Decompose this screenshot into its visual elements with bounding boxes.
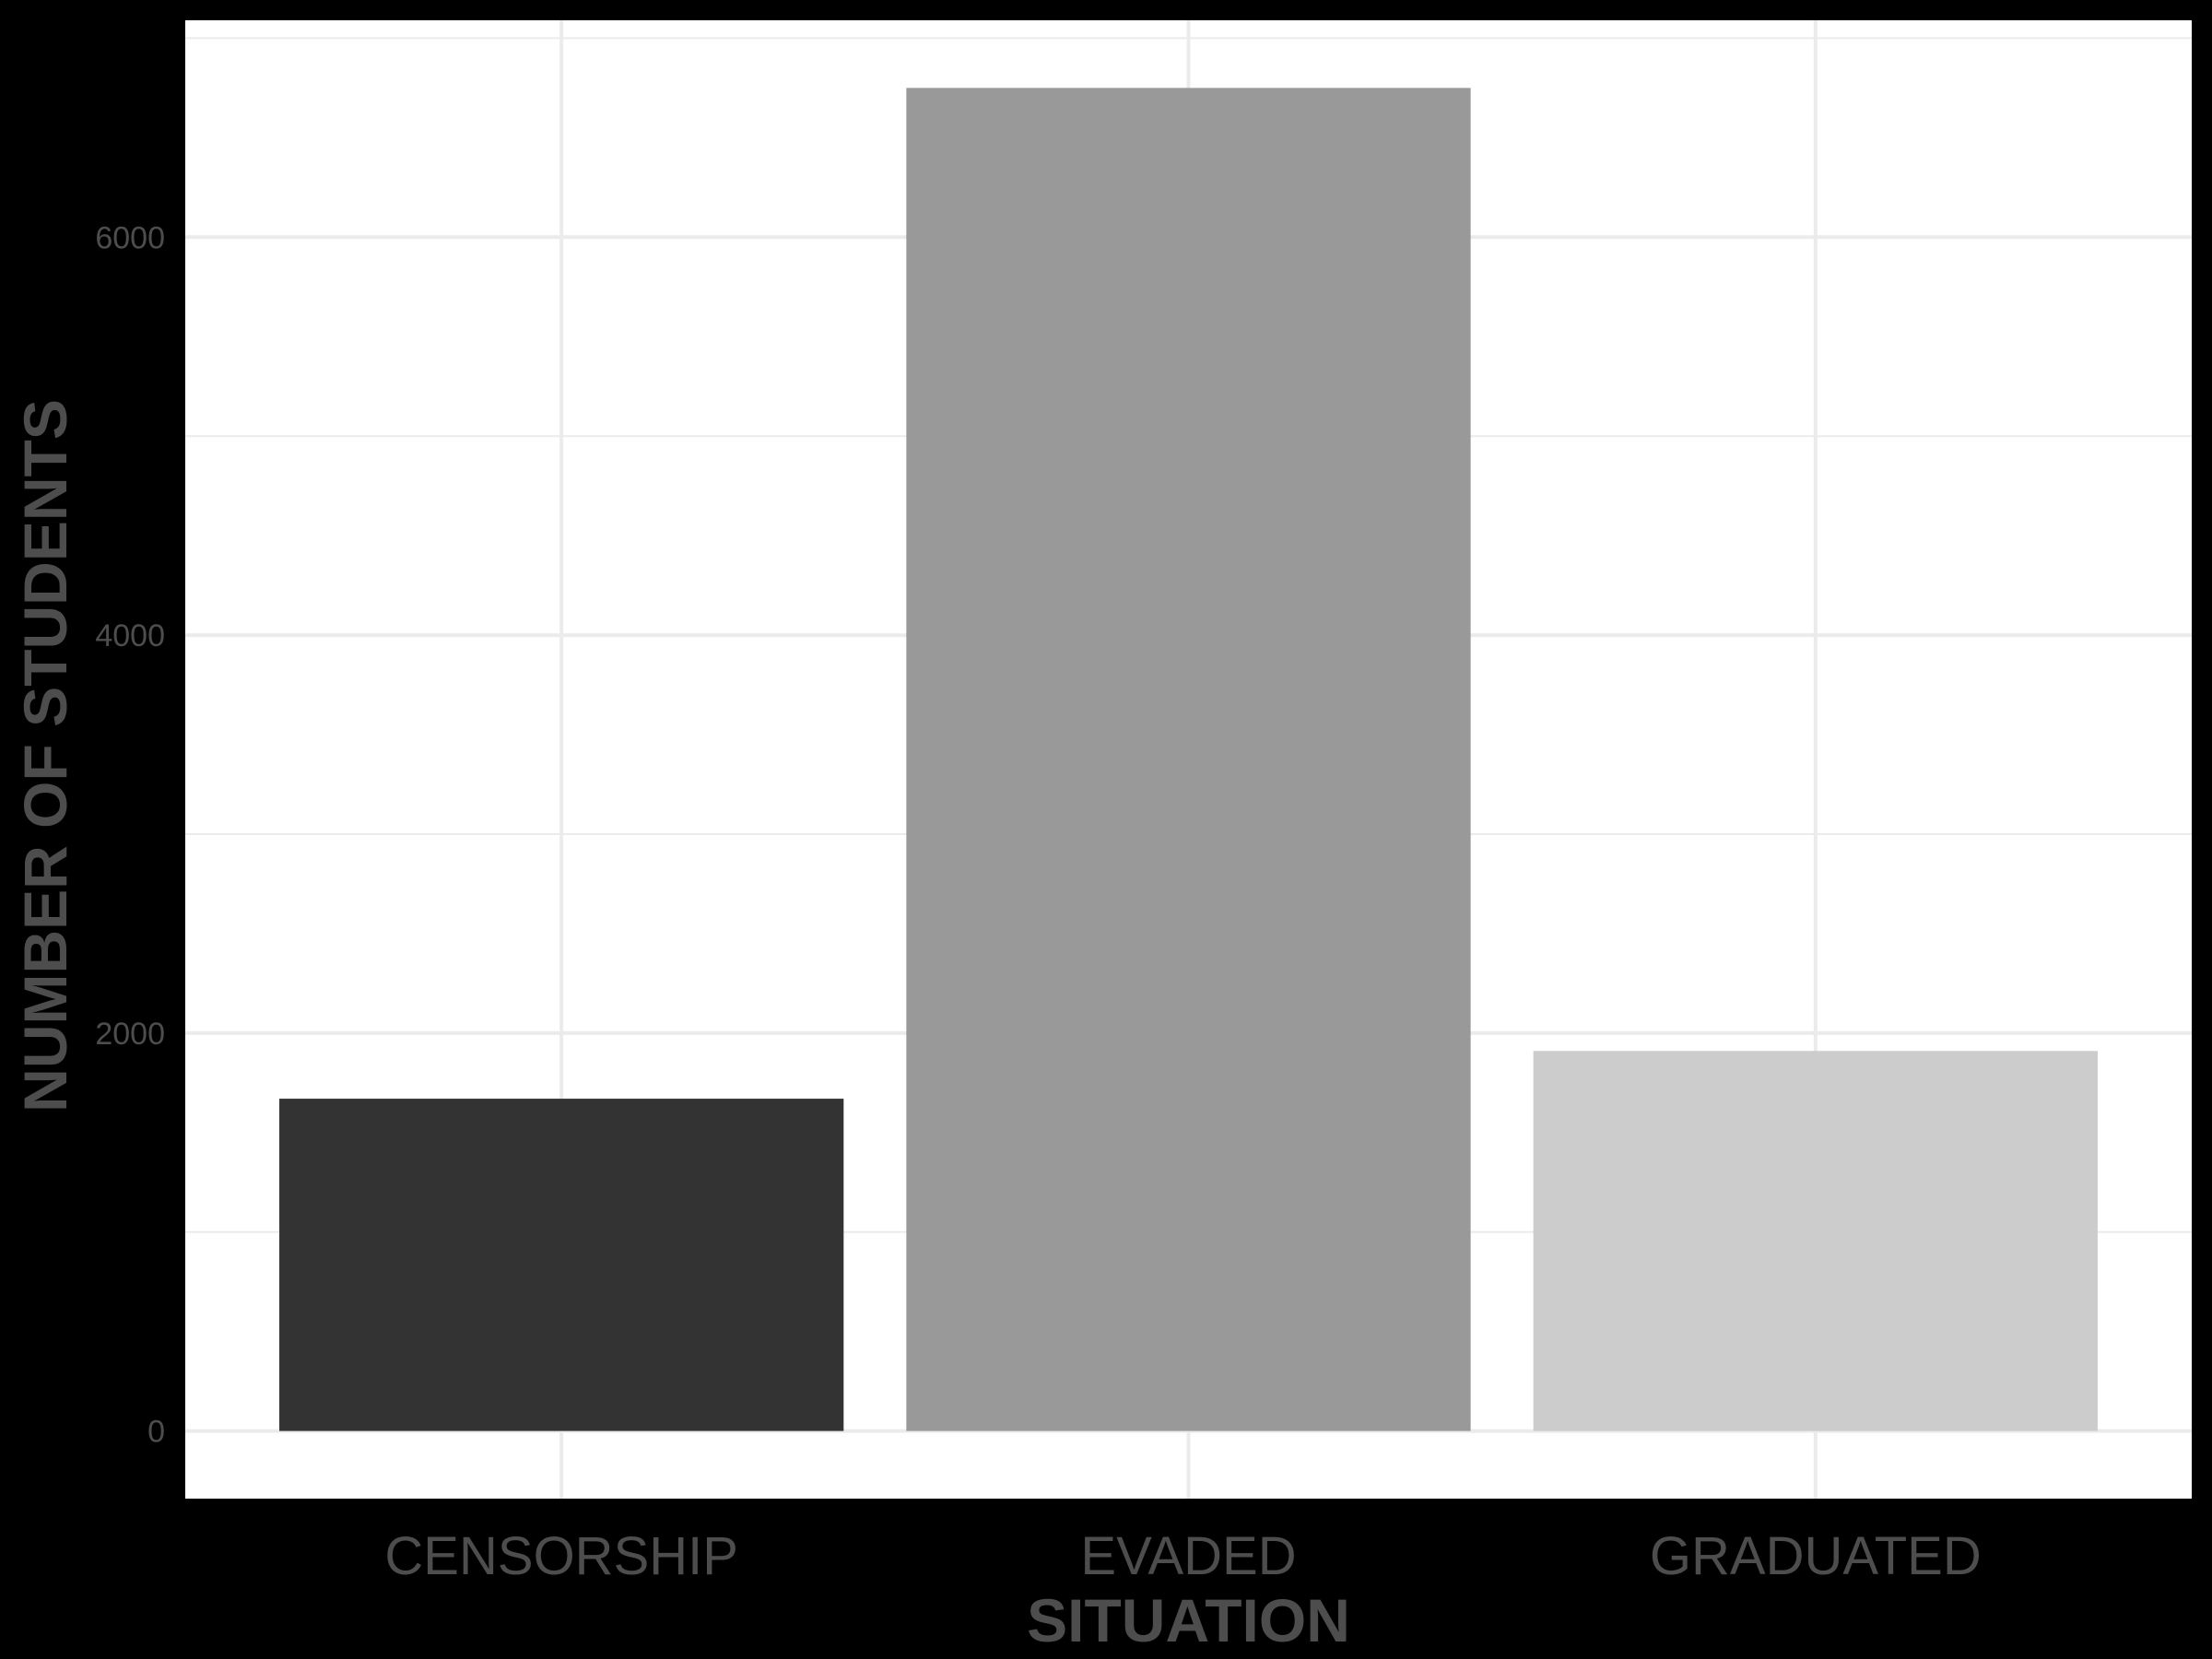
y-tick-label: 6000 — [95, 220, 165, 255]
bar-evaded — [906, 88, 1471, 1431]
x-tick-label: CENSORSHIP — [384, 1526, 738, 1586]
x-tick-labels: CENSORSHIP EVADED GRADUATED — [384, 1526, 1981, 1586]
y-tick-label: 0 — [147, 1415, 165, 1450]
bar-graduated — [1533, 1051, 2098, 1431]
bars — [279, 88, 2098, 1431]
y-tick-label: 2000 — [95, 1017, 165, 1052]
x-axis-title: SITUATION — [1027, 1586, 1350, 1654]
y-tick-labels: 0 2000 4000 6000 — [95, 220, 165, 1449]
x-tick-label: GRADUATED — [1650, 1526, 1982, 1586]
bar-censorship — [279, 1099, 844, 1431]
y-axis-title: NUMBER OF STUDENTS — [11, 399, 79, 1112]
y-tick-label: 4000 — [95, 618, 165, 653]
x-tick-label: EVADED — [1080, 1526, 1296, 1586]
